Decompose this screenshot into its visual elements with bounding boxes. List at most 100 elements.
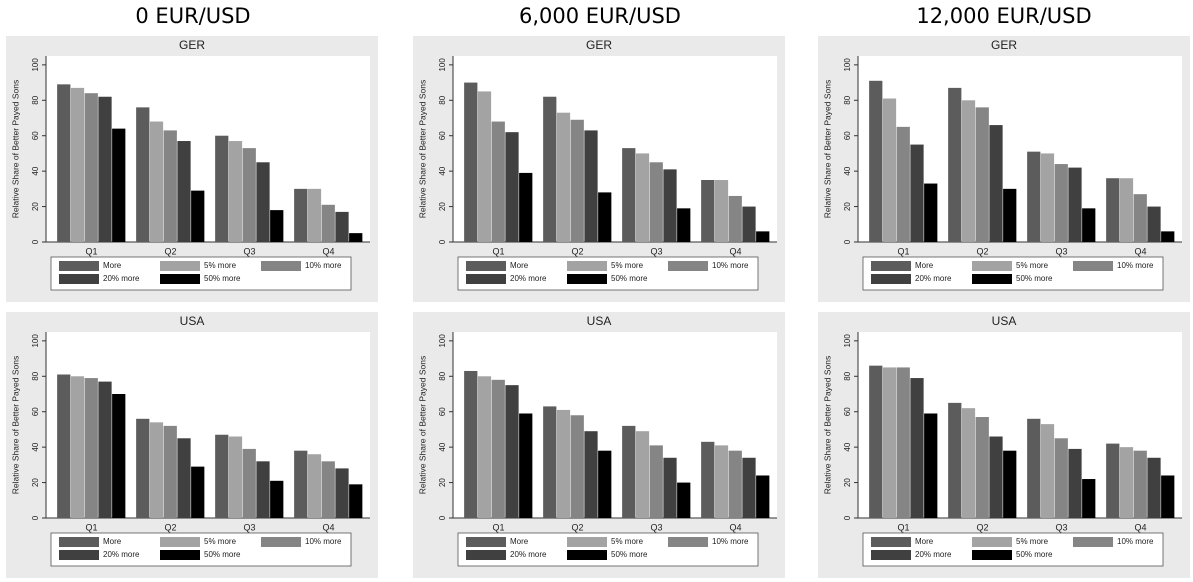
bar [149, 422, 164, 518]
legend-swatch [567, 261, 607, 271]
x-tick-label: Q3 [243, 246, 255, 256]
bar [622, 425, 636, 518]
bar [270, 210, 284, 242]
chart-title: GER [991, 38, 1017, 52]
y-tick-label: 100 [31, 58, 40, 72]
bar [228, 436, 243, 518]
legend-label: 50% more [611, 550, 648, 559]
bar [948, 87, 962, 242]
legend-swatch [972, 274, 1012, 284]
bar [989, 436, 1003, 518]
bar [519, 413, 533, 518]
y-tick-label: 60 [31, 407, 40, 416]
bar [215, 135, 229, 242]
bar [464, 370, 478, 518]
legend-swatch [871, 261, 911, 271]
bar [242, 148, 256, 242]
bar [556, 112, 571, 242]
legend-label: 10% more [1117, 261, 1154, 270]
column-title: 0 EUR/USD [135, 4, 250, 28]
bar [1119, 178, 1134, 242]
bar [728, 450, 742, 518]
y-tick-label: 60 [31, 131, 40, 140]
bar [924, 183, 938, 242]
y-tick-label: 20 [438, 478, 447, 487]
x-tick-label: Q2 [976, 246, 988, 256]
bar [70, 376, 85, 518]
bar [1003, 188, 1017, 242]
bar [663, 169, 677, 242]
legend-swatch [567, 537, 607, 547]
y-tick-label: 80 [31, 371, 40, 380]
x-tick-label: Q4 [729, 246, 741, 256]
chart-title: USA [992, 314, 1017, 328]
y-tick-label: 80 [438, 95, 447, 104]
legend-swatch [59, 261, 99, 271]
bar [349, 233, 363, 242]
legend-swatch [466, 550, 506, 560]
legend-swatch [466, 537, 506, 547]
bar [228, 141, 243, 242]
bar [335, 468, 349, 518]
bar [714, 445, 729, 518]
legend-label: 20% more [915, 274, 952, 283]
legend-label: More [915, 261, 934, 270]
bar [491, 379, 505, 518]
legend-label: 5% more [611, 537, 644, 546]
y-tick-label: 40 [843, 442, 852, 451]
legend-label: 50% more [611, 274, 648, 283]
bar [1054, 164, 1068, 242]
legend-swatch [567, 550, 607, 560]
bar [1147, 457, 1161, 518]
bar [191, 466, 205, 518]
bar [869, 365, 883, 518]
x-tick-label: Q2 [976, 522, 988, 532]
bar [149, 121, 164, 242]
bar [112, 128, 126, 242]
y-tick-label: 80 [438, 371, 447, 380]
x-tick-label: Q2 [571, 522, 583, 532]
legend-swatch [466, 274, 506, 284]
y-tick-label: 0 [438, 515, 447, 520]
bar [649, 445, 663, 518]
bar [1054, 438, 1068, 518]
bar [677, 208, 691, 242]
legend-label: 5% more [1016, 261, 1049, 270]
x-tick-label: Q1 [85, 246, 97, 256]
bar [98, 381, 112, 518]
bar [584, 431, 598, 518]
bar [910, 378, 924, 518]
legend-swatch [871, 550, 911, 560]
chart-title: USA [587, 314, 612, 328]
x-tick-label: Q2 [571, 246, 583, 256]
bar [70, 87, 85, 242]
bar [598, 450, 612, 518]
bar [584, 130, 598, 242]
bar [742, 457, 756, 518]
bar [57, 84, 71, 242]
column-title: 12,000 EUR/USD [916, 4, 1091, 28]
y-tick-label: 100 [843, 58, 852, 72]
x-tick-label: Q3 [1055, 246, 1067, 256]
y-tick-label: 60 [843, 131, 852, 140]
bar [177, 438, 191, 518]
y-tick-label: 40 [843, 166, 852, 175]
x-tick-label: Q4 [1134, 522, 1146, 532]
bar [1106, 178, 1120, 242]
bar [622, 148, 636, 242]
bar [570, 119, 584, 242]
legend-label: 10% more [1117, 537, 1154, 546]
legend-label: More [510, 537, 529, 546]
bar [975, 107, 989, 242]
chart-title: USA [180, 314, 205, 328]
bar [635, 153, 650, 242]
legend-label: 10% more [305, 261, 342, 270]
bar [505, 132, 519, 242]
x-tick-label: Q4 [322, 246, 334, 256]
y-axis-label: Relative Share of Better Payed Sons [417, 356, 427, 494]
legend-swatch [972, 537, 1012, 547]
legend-swatch [668, 261, 708, 271]
legend-label: 5% more [611, 261, 644, 270]
bar [1147, 206, 1161, 242]
bar [598, 192, 612, 242]
